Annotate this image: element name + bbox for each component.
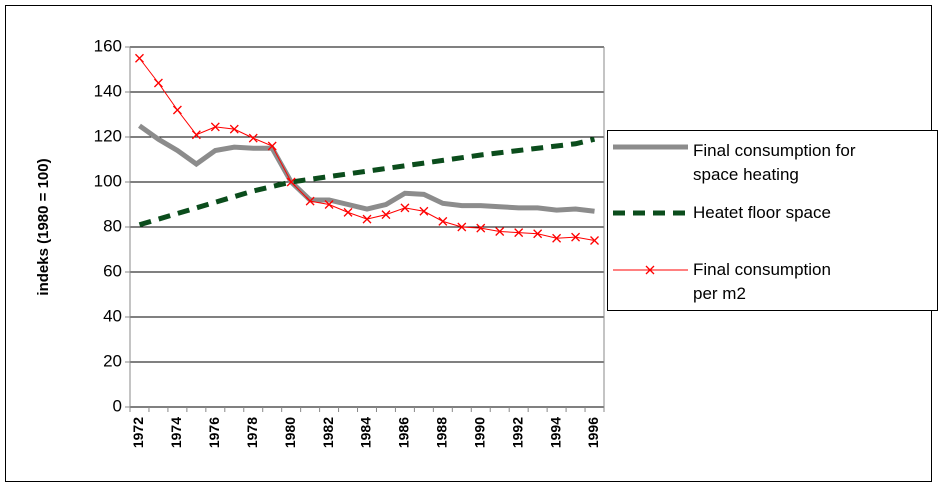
- y-tick-label: 20: [103, 351, 122, 370]
- point-marker: [514, 228, 524, 238]
- x-tick-label: 1992: [509, 417, 525, 448]
- point-marker: [153, 78, 163, 88]
- x-tick-label: 1980: [282, 417, 298, 448]
- x-tick-label: 1982: [320, 417, 336, 448]
- point-marker: [438, 216, 448, 226]
- series-line: [138, 136, 596, 228]
- point-marker: [229, 124, 239, 134]
- point-marker: [552, 233, 562, 243]
- point-marker: [533, 229, 543, 239]
- x-tick-label: 1972: [130, 417, 146, 448]
- point-marker: [400, 203, 410, 213]
- y-tick-label: 40: [103, 306, 122, 325]
- y-tick-label: 100: [94, 171, 122, 190]
- x-tick-label: 1994: [547, 417, 563, 448]
- point-marker: [305, 196, 315, 206]
- point-marker: [248, 133, 258, 143]
- y-tick-label: 160: [94, 36, 122, 55]
- point-marker: [419, 206, 429, 216]
- legend-label: Final consumption per m2: [693, 260, 831, 303]
- x-tick-label: 1978: [244, 417, 260, 448]
- x-tick-label: 1984: [358, 417, 374, 448]
- point-marker: [210, 122, 220, 132]
- point-marker: [495, 227, 505, 236]
- y-tick-label: 80: [103, 216, 122, 235]
- point-marker: [457, 222, 467, 232]
- x-tick-label: 1986: [396, 417, 412, 448]
- x-tick-label: 1976: [206, 417, 222, 448]
- point-marker: [343, 207, 353, 217]
- point-marker: [191, 130, 201, 140]
- legend-box: [607, 130, 938, 311]
- legend-label: Final consumption for space heating: [693, 141, 856, 184]
- series-line: [138, 123, 595, 214]
- legend-label: Heatet floor space: [693, 203, 831, 222]
- y-tick-label: 60: [103, 261, 122, 280]
- y-tick-label: 140: [94, 81, 122, 100]
- y-axis-label: indeks (1980 = 100): [35, 158, 52, 295]
- legend-marker: [645, 265, 655, 275]
- x-tick-label: 1974: [168, 417, 184, 448]
- point-marker: [362, 214, 372, 224]
- point-marker: [172, 105, 182, 115]
- x-tick-label: 1988: [434, 417, 450, 448]
- point-marker: [135, 53, 144, 63]
- point-marker: [590, 236, 599, 245]
- x-tick-label: 1990: [471, 417, 487, 448]
- point-marker: [381, 210, 391, 220]
- point-marker: [267, 141, 277, 151]
- y-tick-label: 0: [113, 396, 122, 415]
- point-marker: [476, 223, 486, 233]
- x-tick-label: 1996: [585, 417, 601, 448]
- y-tick-label: 120: [94, 126, 122, 145]
- point-marker: [324, 200, 334, 209]
- point-marker: [571, 232, 581, 242]
- point-marker: [286, 177, 296, 187]
